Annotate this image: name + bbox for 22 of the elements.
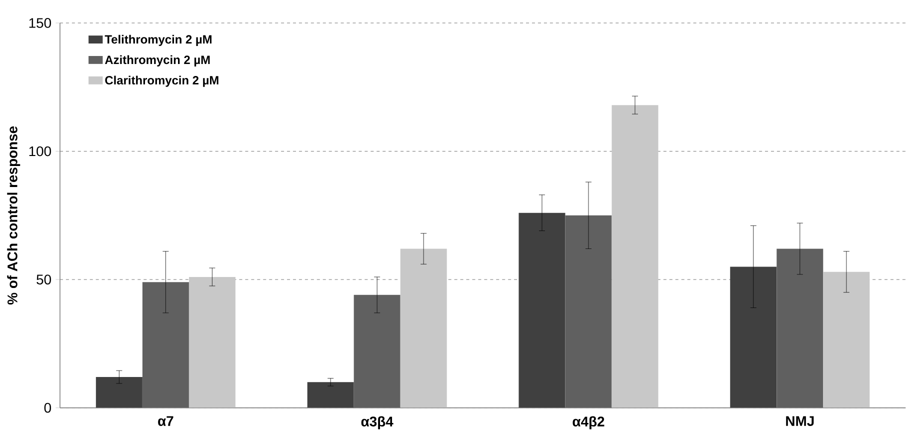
- bar: [565, 215, 612, 408]
- legend-label: Clarithromycin 2 µM: [105, 76, 218, 87]
- y-tick-label: 100: [29, 146, 52, 156]
- bar: [823, 272, 870, 408]
- y-axis-title: % of ACh control response: [7, 126, 20, 304]
- bar: [776, 248, 824, 408]
- x-tick-label: α4β2: [572, 416, 604, 430]
- x-tick-label: NMJ: [786, 416, 814, 426]
- y-tick-label: 0: [44, 402, 52, 413]
- legend-label: Telithromycin 2 µM: [104, 34, 212, 46]
- legend-label: Azithromycin 2 µM: [104, 55, 210, 66]
- bar: [188, 276, 236, 408]
- bar: [142, 282, 189, 408]
- bar: [354, 294, 400, 408]
- bar: [307, 382, 354, 408]
- bar: [400, 248, 447, 408]
- y-tick-label: 50: [36, 274, 52, 284]
- x-tick-label: α7: [158, 416, 174, 426]
- y-tick-label: 150: [29, 18, 52, 28]
- bar: [612, 104, 658, 408]
- x-tick-label: α3β4: [361, 416, 394, 430]
- bar: [96, 376, 142, 408]
